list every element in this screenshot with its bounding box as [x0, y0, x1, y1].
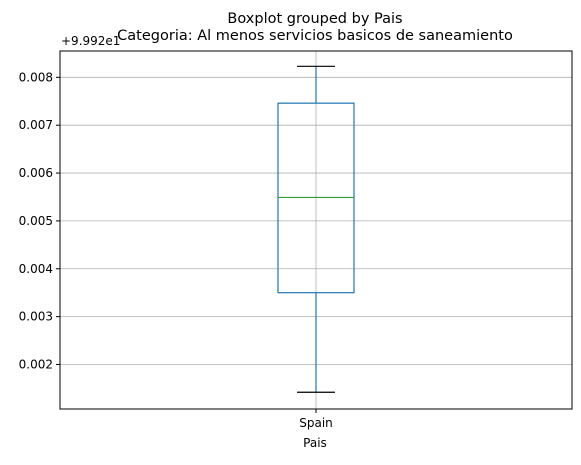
y-tick-label: 0.002 — [19, 357, 53, 371]
chart-title: Categoria: Al menos servicios basicos de… — [117, 28, 513, 44]
y-tick-label: 0.005 — [19, 214, 53, 228]
y-offset-label: +9.992e1 — [61, 34, 120, 48]
x-axis-label: Pais — [303, 436, 327, 450]
grid-lines — [60, 51, 572, 409]
y-tick-label: 0.007 — [19, 118, 53, 132]
chart-suptitle: Boxplot grouped by Pais — [227, 11, 402, 27]
y-tick-label: 0.003 — [19, 310, 53, 324]
y-tick-label: 0.006 — [19, 166, 53, 180]
x-tick-label: Spain — [299, 416, 333, 430]
y-tick-label: 0.008 — [19, 70, 53, 84]
y-tick-label: 0.004 — [19, 262, 53, 276]
axes: 0.002 0.003 0.004 0.005 0.006 0.007 0.008 Spain — [19, 50, 573, 430]
plot-data — [277, 65, 355, 393]
